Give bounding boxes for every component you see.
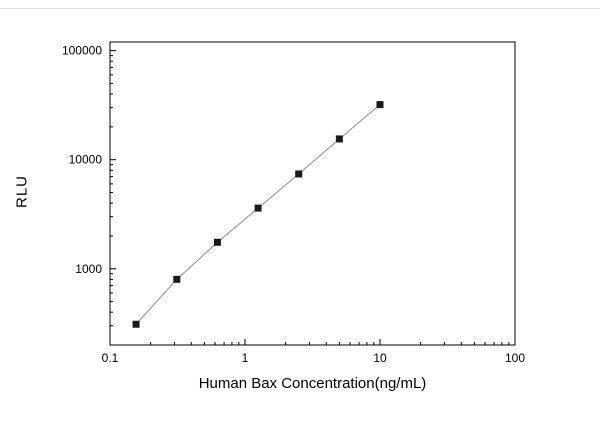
y-tick-label: 1000 bbox=[75, 262, 102, 276]
y-tick-label: 10000 bbox=[69, 153, 103, 167]
y-axis-label: RLU bbox=[13, 175, 31, 209]
fit-line bbox=[135, 104, 381, 325]
data-point bbox=[254, 204, 262, 212]
y-tick-label: 100000 bbox=[62, 44, 102, 58]
data-point bbox=[213, 238, 221, 246]
data-point bbox=[376, 101, 384, 109]
x-tick-label: 1 bbox=[242, 351, 249, 365]
x-tick-label: 100 bbox=[505, 351, 525, 365]
axes-box bbox=[109, 41, 516, 346]
data-point bbox=[173, 275, 181, 283]
x-axis-label: Human Bax Concentration(ng/mL) bbox=[198, 375, 427, 392]
data-point bbox=[132, 320, 140, 328]
data-point bbox=[335, 135, 343, 143]
x-tick-label: 0.1 bbox=[102, 351, 119, 365]
data-point bbox=[295, 170, 303, 178]
x-tick-label: 10 bbox=[373, 351, 387, 365]
top-border-line bbox=[0, 8, 600, 9]
